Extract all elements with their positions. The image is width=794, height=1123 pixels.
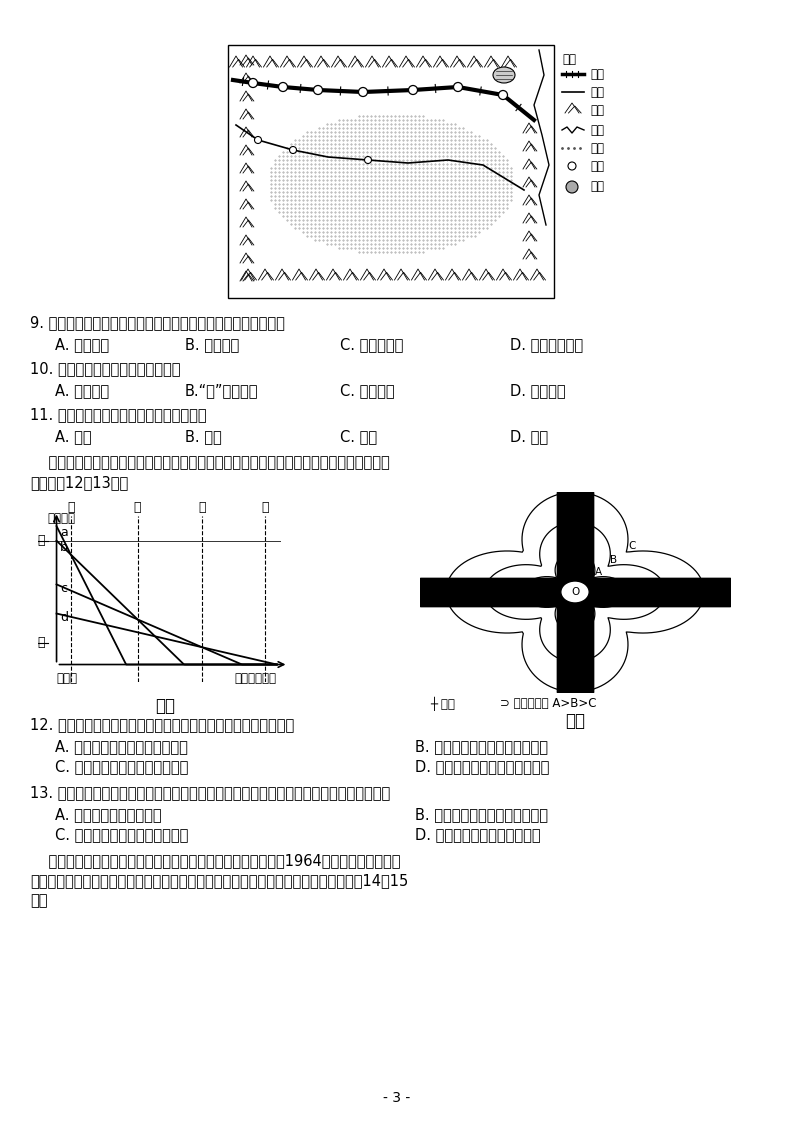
Text: 聚落: 聚落 [590,159,604,173]
Text: 目前在一些地区取得了成功。下表为国内外部分油橄榄产区气候因素比较表。读表完成14～15: 目前在一些地区取得了成功。下表为国内外部分油橄榄产区气候因素比较表。读表完成14… [30,873,408,888]
Text: B. 光照: B. 光照 [185,429,222,444]
Text: C. 工业、城郊农业、商业、住宅: C. 工业、城郊农业、商业、住宅 [55,759,188,774]
Text: B.“之”字形分布: B.“之”字形分布 [185,383,259,398]
Text: C. 距离市中心近的地方地租较高: C. 距离市中心近的地方地租较高 [55,827,188,842]
Circle shape [568,162,576,170]
Text: 读图完成12～13题。: 读图完成12～13题。 [30,475,129,490]
Circle shape [290,146,296,154]
Circle shape [279,82,287,91]
Text: 丙: 丙 [198,502,206,514]
Text: A: A [595,567,602,576]
Text: 山脉: 山脉 [590,104,604,117]
Text: B. 坡地开垦: B. 坡地开垦 [185,337,239,351]
Ellipse shape [493,67,515,83]
Text: 9. 上图所示地区大部分聚落已移向地势较高的地方，主要是因为: 9. 上图所示地区大部分聚落已移向地势较高的地方，主要是因为 [30,314,285,330]
Text: A. 地形: A. 地形 [55,429,91,444]
Circle shape [453,82,462,91]
Text: 地租水平: 地租水平 [48,512,75,524]
Bar [228,45,554,298]
Text: 高: 高 [37,535,45,547]
Text: C. 交通线布局: C. 交通线布局 [340,337,403,351]
Circle shape [499,91,507,100]
Text: A. 洪水泛滥: A. 洪水泛滥 [55,337,109,351]
Text: O: O [571,587,579,597]
Text: D. 城郊农业、住宅、工业、商业: D. 城郊农业、住宅、工业、商业 [415,759,549,774]
Text: - 3 -: - 3 - [384,1092,410,1105]
Text: 10. 塔里木盆地交通线从整体上看呈: 10. 塔里木盆地交通线从整体上看呈 [30,360,180,376]
Text: 题。: 题。 [30,893,48,909]
Text: 公路: 公路 [590,86,604,99]
Circle shape [561,581,589,603]
Text: 13. 右图地租等值线的分布并不是规则的同心圆，而是有明显的凹凸。下列解释不合理的是: 13. 右图地租等值线的分布并不是规则的同心圆，而是有明显的凹凸。下列解释不合理… [30,785,390,800]
Text: 12. 下列各类功能区的排列顺序与左图中甲、乙、丙、丁对应的是: 12. 下列各类功能区的排列顺序与左图中甲、乙、丙、丁对应的是 [30,716,295,732]
Circle shape [249,79,257,88]
Circle shape [364,156,372,164]
Text: 乙: 乙 [134,502,141,514]
Text: c: c [60,582,67,595]
Circle shape [566,181,578,193]
Text: b: b [60,541,68,554]
Text: B. 交通通达度好的地方地租较高: B. 交通通达度好的地方地租较高 [415,807,548,822]
Text: A. 交通干线附近地租较高: A. 交通干线附近地租较高 [55,807,162,822]
Text: 右图: 右图 [565,712,585,730]
Text: A. 商业、住宅、工业、城郊农业: A. 商业、住宅、工业、城郊农业 [55,739,188,754]
Text: 11. 制约塔里木盆地农业生产的主导因素是: 11. 制约塔里木盆地农业生产的主导因素是 [30,407,206,422]
Text: C: C [628,540,636,550]
Circle shape [314,85,322,94]
Text: D. 土壤: D. 土壤 [510,429,548,444]
Text: d: d [60,611,68,623]
Text: ⊃ 地租等值线 A>B>C: ⊃ 地租等值线 A>B>C [500,697,596,710]
Circle shape [359,88,368,97]
Text: 铁路: 铁路 [590,69,604,81]
Text: D. 环状分布: D. 环状分布 [510,383,565,398]
Circle shape [255,137,261,144]
Text: 低: 低 [37,636,45,649]
Text: 甲: 甲 [67,502,75,514]
Text: 市中心: 市中心 [56,672,78,685]
Text: 距市中心距离: 距市中心距离 [235,672,277,685]
Text: D. 荒漠范围扩大: D. 荒漠范围扩大 [510,337,583,351]
Text: 丁: 丁 [261,502,269,514]
Text: A. 网状分布: A. 网状分布 [55,383,109,398]
Text: 河流: 河流 [590,124,604,137]
Text: ┼ 街道: ┼ 街道 [430,697,455,711]
Text: B. 商业、工业、城郊农业、住宅: B. 商业、工业、城郊农业、住宅 [415,739,548,754]
Text: 湖泊: 湖泊 [590,180,604,193]
Text: D. 郊外由于空气新鲜地租较高: D. 郊外由于空气新鲜地租较高 [415,827,541,842]
Text: 左图: 左图 [155,697,175,715]
Text: 图例: 图例 [562,53,576,66]
Text: C. 水源: C. 水源 [340,429,377,444]
Text: 下面左图表示各类用地付租水平与距市中心距离的关系，右图表示城市地租等值线分布。: 下面左图表示各类用地付租水平与距市中心距离的关系，右图表示城市地租等值线分布。 [30,455,390,471]
Circle shape [408,85,418,94]
Text: C. 带状分布: C. 带状分布 [340,383,395,398]
Text: a: a [60,527,67,539]
Text: 沙漠: 沙漠 [590,141,604,155]
Text: B: B [610,555,617,565]
Text: 油橄榄属于喜光耐旱的油料作物，盛产于地中海沿岸。我国从1964年开始引种油橄榄，: 油橄榄属于喜光耐旱的油料作物，盛产于地中海沿岸。我国从1964年开始引种油橄榄， [30,853,400,868]
